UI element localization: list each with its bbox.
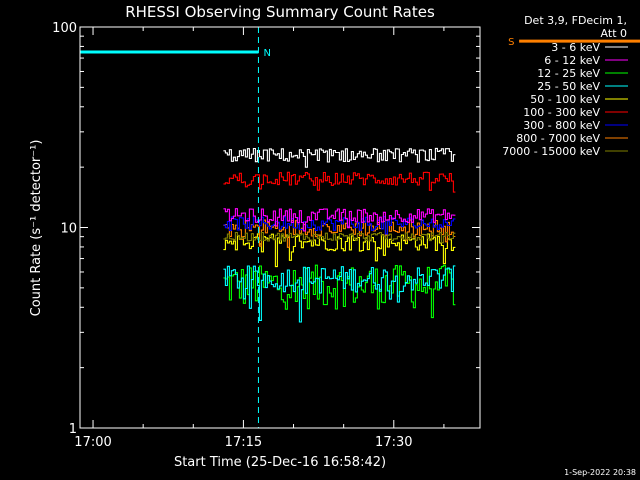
x-axis: 17:00 17:15 17:30 xyxy=(74,27,445,450)
series-6-12-kev-trace xyxy=(223,208,456,232)
series-25-50-kev-trace xyxy=(223,265,456,323)
legend-entry-label: 100 - 300 keV xyxy=(523,106,600,119)
series-12-25-kev-trace xyxy=(223,264,456,319)
flag-label: S xyxy=(508,37,514,48)
y-axis-label: Count Rate (s⁻¹ detector⁻¹) xyxy=(29,140,44,317)
legend-entry-label: 3 - 6 keV xyxy=(551,41,600,54)
x-tick-label: 17:00 xyxy=(74,435,111,450)
series-segment xyxy=(223,219,456,248)
legend-entry-label: 50 - 100 keV xyxy=(530,93,600,106)
series-800-7000-kev-trace xyxy=(223,219,456,248)
series-segment xyxy=(223,216,456,235)
y-tick-label: 10 xyxy=(60,222,77,237)
x-axis-label: Start Time (25-Dec-16 16:58:42) xyxy=(174,455,386,470)
legend-header-line: Det 3,9, FDecim 1, xyxy=(524,14,627,27)
y-axis: 1 10 100 xyxy=(52,21,480,437)
x-tick-label: 17:30 xyxy=(375,435,412,450)
flag-label: N xyxy=(263,48,270,59)
legend-entry-label: 6 - 12 keV xyxy=(544,54,600,67)
y-tick-label: 100 xyxy=(52,21,77,36)
timestamp-label: 1-Sep-2022 20:38 xyxy=(564,468,636,477)
series-segment xyxy=(223,265,456,323)
legend-entry-label: 7000 - 15000 keV xyxy=(502,145,600,158)
y-tick-label: 1 xyxy=(69,422,77,437)
series-segment xyxy=(223,171,456,193)
legend-entry-label: 25 - 50 keV xyxy=(537,80,600,93)
x-tick-label: 17:15 xyxy=(225,435,262,450)
series-7000-15000-kev-trace xyxy=(223,231,456,244)
legend-entry-label: 12 - 25 keV xyxy=(537,67,600,80)
series-100-300-kev-trace xyxy=(223,171,456,193)
legend-header-line: Att 0 xyxy=(601,27,627,40)
series-segment xyxy=(223,231,456,244)
chart-title: RHESSI Observing Summary Count Rates xyxy=(125,3,435,21)
series-segment xyxy=(223,147,456,168)
series-segment xyxy=(223,264,456,319)
series-3-6-kev-trace xyxy=(223,147,456,168)
series-segment xyxy=(223,208,456,232)
legend-entry-label: 800 - 7000 keV xyxy=(516,132,600,145)
legend-entry-label: 300 - 800 keV xyxy=(523,119,600,132)
series-300-800-kev-trace xyxy=(223,216,456,235)
